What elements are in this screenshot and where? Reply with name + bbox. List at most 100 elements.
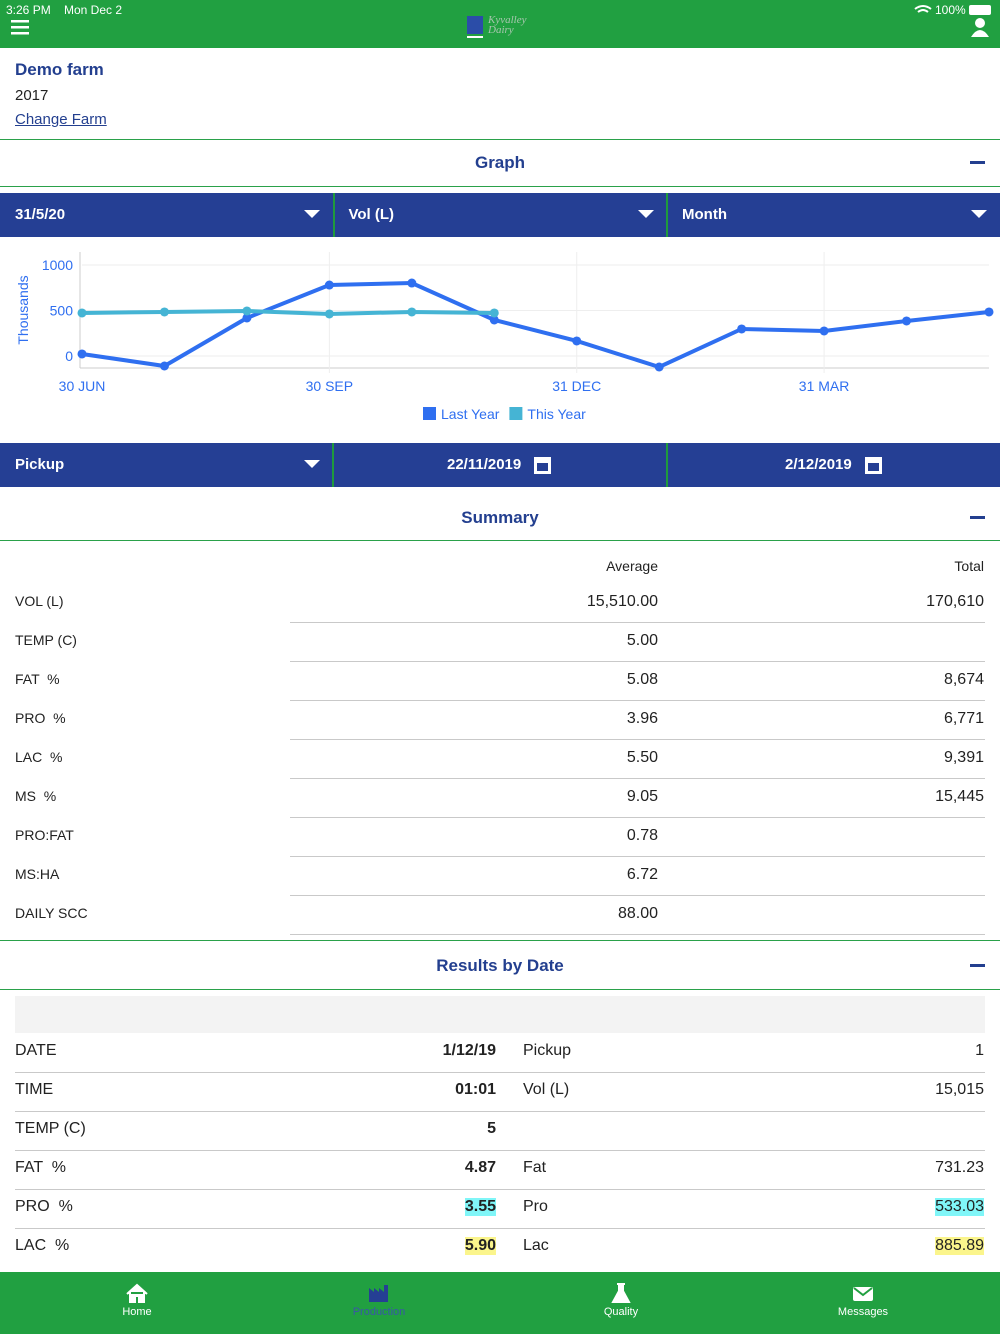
x-tick-label: 31 DEC — [552, 378, 601, 394]
row-label: MS:HA — [15, 866, 60, 882]
series-line — [81, 281, 990, 370]
result-value: 5 — [487, 1120, 496, 1137]
result-value: 533.03 — [935, 1198, 984, 1216]
data-point — [324, 280, 334, 290]
from-date[interactable]: 22/11/2019 — [447, 456, 522, 473]
cell-value: 0.78 — [626, 827, 658, 844]
profile-button[interactable] — [971, 18, 989, 37]
nav-item[interactable]: Messages — [803, 1272, 923, 1334]
result-label: TEMP (C) — [15, 1120, 86, 1137]
divider — [0, 139, 1000, 140]
column-header: Average — [606, 558, 658, 574]
column-header: Total — [954, 558, 984, 574]
collapse[interactable] — [970, 516, 985, 519]
cell-value: 5.08 — [626, 671, 658, 688]
nav-label: Home — [122, 1306, 152, 1318]
legend-swatch — [423, 407, 436, 420]
nav-icon — [126, 1283, 148, 1303]
cell-value: 8,674 — [943, 671, 984, 688]
results-band — [15, 996, 985, 1033]
data-point — [77, 308, 87, 318]
dropdown-arrow — [637, 210, 654, 218]
result-value: 885.89 — [935, 1237, 984, 1255]
cell-value: 88.00 — [617, 905, 658, 922]
to-date[interactable]: 2/12/2019 — [785, 456, 852, 473]
divider — [0, 940, 1000, 941]
row-line — [15, 1228, 985, 1229]
divider — [0, 540, 1000, 541]
result-value: 3.55 — [464, 1198, 496, 1216]
filter-select[interactable]: Vol (L) — [348, 206, 395, 223]
x-tick-label: 30 JUN — [59, 378, 106, 394]
row-line — [290, 739, 985, 740]
data-point — [902, 316, 912, 326]
cell-value: 3.96 — [626, 710, 658, 727]
nav-label: Production — [352, 1306, 406, 1318]
row-line — [290, 934, 985, 935]
nav-item[interactable]: Home — [77, 1272, 197, 1334]
cell-value: 5.00 — [626, 632, 658, 649]
dropdown-arrow — [304, 210, 320, 218]
row-label: VOL (L) — [15, 593, 64, 609]
pickup-icons — [304, 457, 882, 474]
row-line — [290, 817, 985, 818]
result-value: 1/12/19 — [442, 1042, 496, 1059]
result-value: 731.23 — [935, 1159, 984, 1176]
data-point — [489, 308, 499, 318]
status-date: Mon Dec 2 — [64, 3, 123, 17]
menu-button[interactable] — [11, 20, 29, 35]
result-value: 15,015 — [935, 1081, 984, 1098]
result-label: Pickup — [523, 1042, 572, 1059]
result-label: PRO % — [15, 1198, 73, 1215]
row-label: PRO:FAT — [15, 827, 74, 843]
result-value: 1 — [975, 1042, 984, 1059]
result-label: Pro — [523, 1198, 548, 1215]
data-point — [737, 324, 747, 334]
row-label: DAILY SCC — [15, 905, 88, 921]
pickup-select[interactable]: Pickup — [15, 456, 65, 473]
data-point — [819, 326, 829, 336]
collapse[interactable] — [970, 964, 985, 967]
result-label: Vol (L) — [523, 1081, 570, 1098]
logo-text: Dairy — [488, 24, 514, 36]
row-line — [290, 661, 985, 662]
cell-value: 5.50 — [626, 749, 658, 766]
cell-value: 15,445 — [935, 788, 984, 805]
data-point — [242, 313, 252, 323]
section-title[interactable]: Results by Date — [436, 956, 564, 975]
data-point — [984, 307, 994, 317]
divider — [0, 989, 1000, 990]
farm-year: 2017 — [15, 87, 49, 104]
result-value: 01:01 — [455, 1081, 496, 1098]
result-label: DATE — [15, 1042, 57, 1059]
y-axis-label: Thousands — [15, 275, 31, 344]
farm-name: Demo farm — [15, 60, 104, 79]
filter-bar: 31/5/20 Vol (L) Month — [0, 193, 1000, 237]
cell-value: 15,510.00 — [586, 593, 658, 610]
collapse[interactable] — [970, 161, 985, 164]
cell-value: 9.05 — [626, 788, 658, 805]
nav-icon — [611, 1283, 631, 1303]
section-title[interactable]: Graph — [474, 153, 526, 172]
data-point — [654, 362, 664, 372]
filter-select[interactable]: Month — [682, 206, 727, 223]
nav-label: Messages — [837, 1306, 889, 1318]
data-point — [159, 307, 169, 317]
nav-icon — [369, 1285, 388, 1302]
nav-icon — [853, 1287, 873, 1301]
legend-label: Last Year — [441, 406, 500, 422]
data-point — [572, 336, 582, 346]
row-line — [15, 1150, 985, 1151]
bottom-nav: Home Production Quality Messages — [0, 1272, 1000, 1334]
change-farm[interactable]: Change Farm — [15, 111, 107, 128]
pickup-bar: Pickup 22/11/2019 2/12/2019 — [0, 443, 1000, 487]
nav-item[interactable]: Production — [319, 1272, 439, 1334]
row-line — [15, 1072, 985, 1073]
y-tick-label: 500 — [50, 303, 74, 319]
y-tick-label: 1000 — [42, 257, 73, 273]
section-title[interactable]: Summary — [461, 508, 539, 527]
series-line — [81, 308, 495, 316]
filter-select[interactable]: 31/5/20 — [15, 206, 66, 223]
nav-item[interactable]: Quality — [561, 1272, 681, 1334]
